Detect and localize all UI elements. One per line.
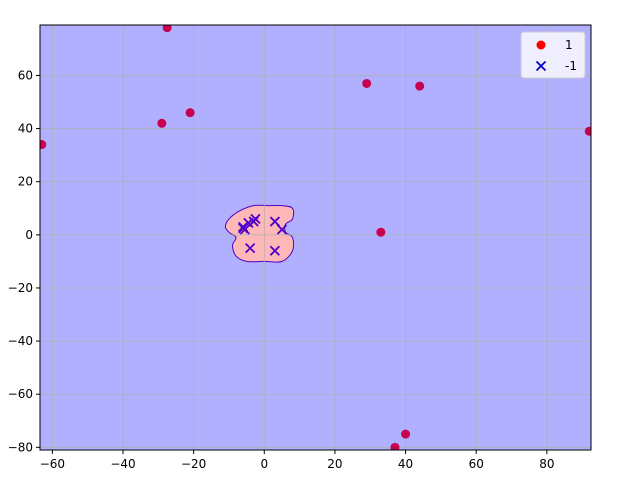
points-layer	[40, 25, 591, 450]
y-tick-label: −20	[8, 281, 33, 295]
data-point-negative	[245, 242, 256, 254]
x-tick-label: 40	[398, 457, 413, 471]
y-tick-label: 40	[18, 122, 33, 136]
decision-region-layer	[224, 204, 295, 263]
legend: 1 -1	[520, 31, 586, 79]
data-point-positive	[185, 108, 195, 118]
legend-marker-negative	[535, 60, 547, 72]
y-tick-label: 60	[18, 68, 33, 82]
data-point-positive	[584, 126, 591, 136]
x-tick-label: 0	[260, 457, 268, 471]
ticks-layer: −60 −40 −20 0 20 40 60 80 −80 −60 −40 −20 0 20 40 60	[8, 68, 555, 471]
data-point-positive	[376, 227, 386, 237]
y-tick-label: 20	[18, 175, 33, 189]
x-tick-label: 80	[539, 457, 554, 471]
data-point-positive	[362, 78, 372, 88]
legend-marker-positive	[536, 40, 546, 50]
data-point-positive	[401, 429, 411, 439]
y-tick-label: −80	[8, 440, 33, 454]
x-tick-label: −40	[110, 457, 135, 471]
legend-label-negative: -1	[565, 59, 577, 73]
data-point-negative	[269, 245, 281, 256]
data-point-positive	[40, 140, 47, 150]
x-tick-label: 60	[469, 457, 484, 471]
data-point-positive	[390, 442, 400, 450]
data-point-positive	[162, 25, 172, 33]
legend-label-positive: 1	[565, 38, 573, 52]
x-tick-label: −20	[181, 457, 206, 471]
x-tick-label: 20	[327, 457, 342, 471]
y-tick-label: 0	[25, 228, 33, 242]
data-point-positive	[157, 118, 167, 128]
decision-region	[224, 204, 295, 263]
plot-background	[40, 25, 591, 450]
grid-layer	[40, 25, 591, 450]
y-tick-label: −40	[8, 334, 33, 348]
plot-frame	[39, 24, 592, 451]
data-point-negative	[276, 224, 288, 235]
y-tick-label: −60	[8, 387, 33, 401]
data-point-negative	[269, 216, 281, 227]
data-point-negative	[250, 213, 261, 225]
x-tick-label: −60	[40, 457, 65, 471]
data-point-positive	[415, 81, 425, 91]
